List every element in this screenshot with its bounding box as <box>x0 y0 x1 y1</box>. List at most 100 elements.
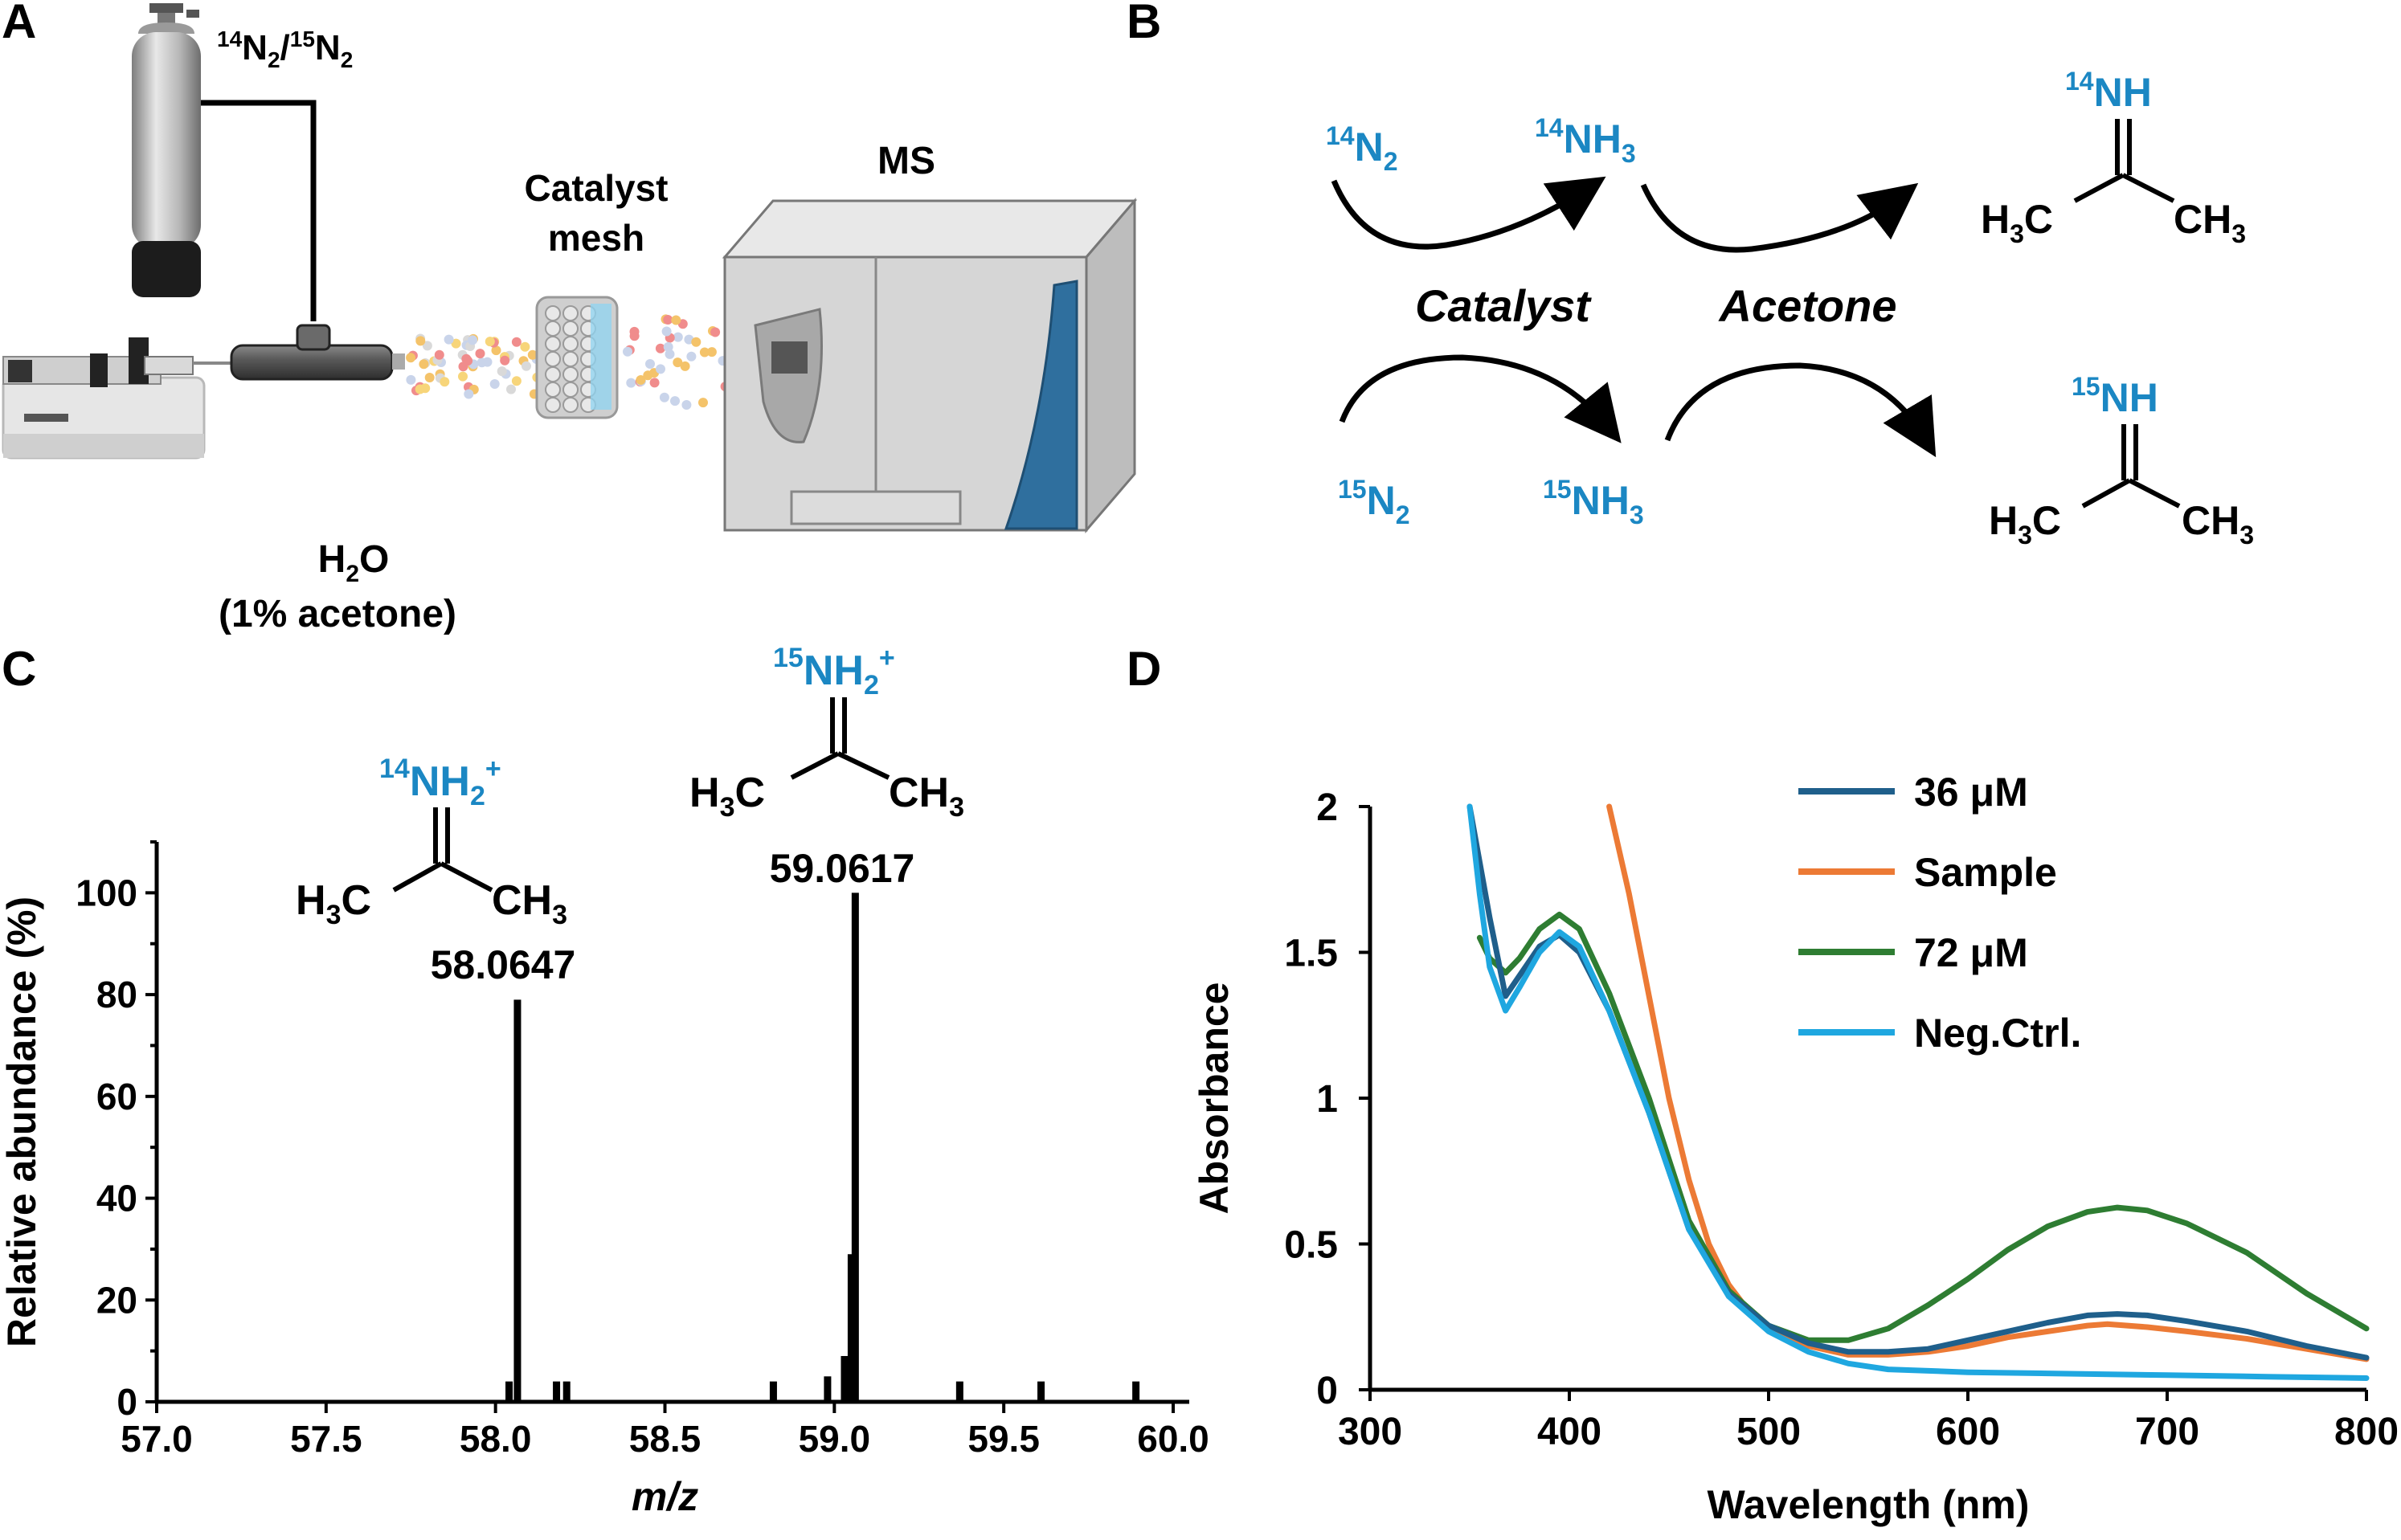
x-tick-label: 59.0 <box>799 1418 871 1460</box>
droplet <box>671 315 681 325</box>
droplet <box>458 371 468 382</box>
ion-14-structure: 14NH2+ H3C CH3 <box>296 754 567 930</box>
mesh-cell <box>545 351 561 367</box>
panel-a-schematic: 14N2/15N2 Catalyst mesh MS H2O (1% aceto… <box>2 3 1138 635</box>
y-tick-label: 40 <box>96 1178 137 1219</box>
droplet <box>440 377 450 387</box>
droplet <box>656 364 665 374</box>
droplet <box>626 378 636 388</box>
panel-letter-a: A <box>2 0 37 48</box>
mesh-cell <box>562 336 579 352</box>
spectrum-peak <box>1037 1381 1045 1402</box>
spectrum-peak <box>1132 1381 1140 1402</box>
x-tick-label: 59.5 <box>967 1418 1040 1460</box>
svg-text:CH3: CH3 <box>889 770 964 823</box>
svg-text:H3C: H3C <box>296 877 371 930</box>
droplet <box>419 359 429 370</box>
droplet <box>461 353 472 364</box>
mesh-cell <box>562 305 579 321</box>
droplet <box>451 338 461 349</box>
spray-tube-icon <box>230 324 405 381</box>
mesh-cell <box>545 321 561 337</box>
droplet <box>673 357 683 368</box>
mesh-cell <box>545 397 561 413</box>
mesh-cell <box>545 382 561 398</box>
y-tick-label: 2 <box>1316 786 1338 829</box>
x-tick-label: 800 <box>2334 1411 2399 1453</box>
legend-label: Sample <box>1914 850 2057 895</box>
droplet <box>491 345 501 356</box>
svg-text:14NH2+: 14NH2+ <box>379 754 501 811</box>
droplet <box>527 349 538 360</box>
panel-c-mass-spectrum: 57.0 57.5 58.0 58.5 59.0 59.5 60.0 0 20 40 60 80 100… <box>0 643 1209 1519</box>
y-tick-label: 1 <box>1316 1078 1338 1121</box>
mesh-cell <box>562 351 579 367</box>
droplet <box>434 349 444 360</box>
y-tick-label: 1.5 <box>1284 933 1338 975</box>
droplet <box>475 349 485 359</box>
gas-label: 14N2/15N2 <box>217 27 353 72</box>
acetone-arrow-14 <box>1640 182 1919 253</box>
spectrum-peak <box>562 1381 571 1402</box>
droplet <box>686 351 697 362</box>
absorbance-chart: 300 400 500 600 700 800 0 0.5 1 1.5 2 Absorbance Wav… <box>1192 770 2399 1527</box>
panel-letter-d: D <box>1127 642 1162 696</box>
spectrum-peak <box>841 1355 849 1402</box>
droplet <box>422 341 432 351</box>
droplet <box>482 357 493 367</box>
x-tick-label: 300 <box>1338 1411 1402 1453</box>
droplet <box>663 315 673 325</box>
mass-spectrum-chart: 57.0 57.5 58.0 58.5 59.0 59.5 60.0 0 20 40 60 80 100… <box>0 840 1209 1519</box>
imine-14-structure: 14NH H3C CH3 <box>1981 67 2246 248</box>
water-label: H2O <box>318 538 390 587</box>
droplet <box>497 366 507 377</box>
droplet <box>665 349 675 359</box>
droplet <box>698 398 708 408</box>
svg-text:15NH: 15NH <box>2072 372 2158 420</box>
svg-text:CH3: CH3 <box>492 877 567 930</box>
y-tick-label: 100 <box>76 872 137 913</box>
mesh-cell <box>562 321 579 337</box>
panel-b-scheme: 14N2 14NH3 15N2 15NH3 Catalyst Acetone 1… <box>1326 67 2254 549</box>
y-tick-label: 20 <box>96 1279 137 1321</box>
mesh-cell <box>545 305 561 321</box>
ion-15-structure: 15NH2+ H3C CH3 <box>689 643 964 823</box>
droplet <box>649 378 660 388</box>
droplet <box>511 337 522 347</box>
droplet <box>659 392 669 402</box>
svg-text:H3C: H3C <box>1981 197 2053 248</box>
x-tick-label: 600 <box>1936 1411 2000 1453</box>
droplet <box>458 362 468 372</box>
catalyst-mesh-label-2: mesh <box>548 217 644 259</box>
n2-15-label: 15N2 <box>1338 475 1410 529</box>
droplet <box>655 343 665 353</box>
series-line-sample <box>1606 803 2370 1362</box>
svg-text:CH3: CH3 <box>2174 197 2246 248</box>
panel-d-absorbance: 300 400 500 600 700 800 0 0.5 1 1.5 2 Absorbance Wav… <box>1192 770 2399 1527</box>
spectrum-peak <box>847 1254 855 1402</box>
x-tick-label: 500 <box>1736 1411 1801 1453</box>
x-tick-label: 57.0 <box>121 1418 193 1460</box>
spectrum-peak <box>553 1381 561 1402</box>
legend-label: 72 μM <box>1914 930 2028 975</box>
spectrum-peak <box>824 1376 832 1402</box>
droplet <box>406 374 416 385</box>
droplet <box>670 396 680 406</box>
droplet <box>522 361 531 371</box>
catalyst-mesh-icon <box>535 296 619 419</box>
series-line-neg-ctrl- <box>1466 803 2370 1381</box>
spectrum-peak <box>513 999 522 1402</box>
droplet <box>663 341 673 352</box>
mesh-cell <box>562 397 579 413</box>
droplet <box>506 384 516 394</box>
droplet <box>623 346 632 357</box>
svg-text:15NH2+: 15NH2+ <box>773 643 895 701</box>
droplet <box>520 341 530 352</box>
series-line-36-m <box>1466 803 2370 1361</box>
x-axis-label: m/z <box>632 1474 698 1519</box>
mesh-cell <box>545 366 561 382</box>
series-line-72-m <box>1476 911 2370 1343</box>
spectrum-peak <box>769 1381 777 1402</box>
peak-15-label: 59.0617 <box>770 846 915 891</box>
droplet <box>500 355 510 366</box>
